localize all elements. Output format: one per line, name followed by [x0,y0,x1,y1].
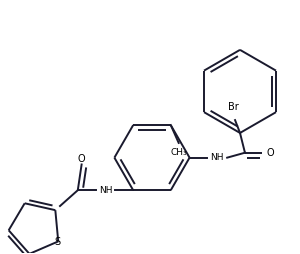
Text: S: S [54,237,60,247]
Text: O: O [267,148,274,158]
Text: Br: Br [228,102,238,112]
Text: NH: NH [99,186,112,195]
Text: NH: NH [211,153,224,162]
Text: O: O [78,154,85,164]
Text: CH₃: CH₃ [170,148,187,157]
